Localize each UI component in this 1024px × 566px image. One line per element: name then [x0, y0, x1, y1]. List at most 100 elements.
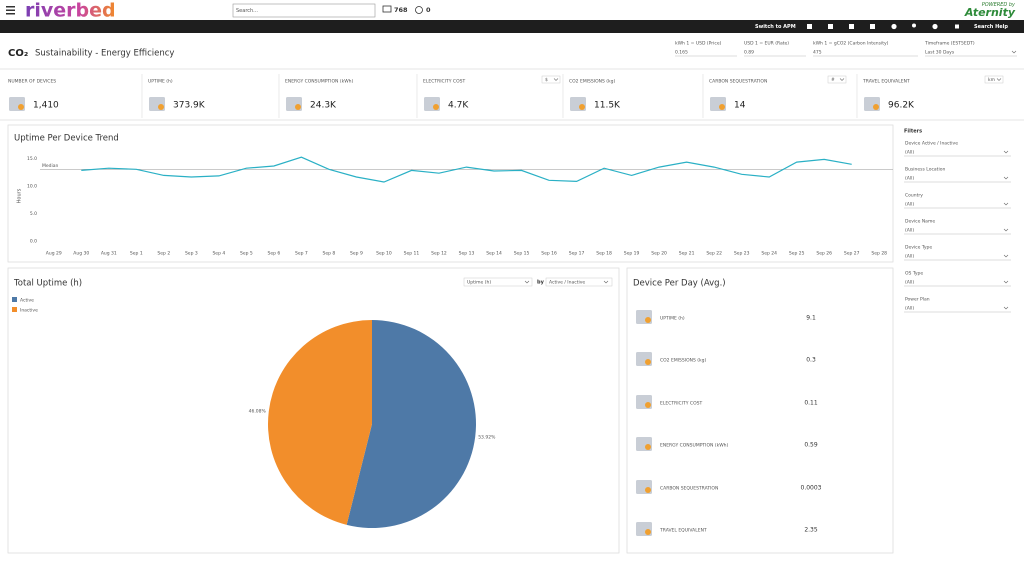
- switch-button[interactable]: Switch to APM: [755, 24, 796, 30]
- kpi-icon-accent: [158, 104, 164, 110]
- filter-value[interactable]: (All): [905, 306, 914, 312]
- legend-swatch: [12, 297, 17, 302]
- chevron[interactable]: [603, 280, 609, 284]
- chevron[interactable]: [1003, 306, 1009, 310]
- row-value: 0.11: [804, 400, 818, 407]
- pie-slice: [267, 320, 372, 525]
- measure-value[interactable]: Uptime (h): [467, 280, 491, 286]
- row-icon-accent: [645, 317, 651, 323]
- x-tick-label: Sep 6: [267, 251, 280, 257]
- parameter-value[interactable]: 475: [813, 50, 822, 56]
- measure-dropdown[interactable]: [463, 277, 533, 287]
- dimension-dropdown[interactable]: [545, 277, 613, 287]
- x-tick-label: Sep 9: [350, 251, 363, 257]
- x-tick-label: Sep 27: [844, 251, 860, 257]
- x-tick-label: Sep 11: [404, 251, 420, 257]
- unit-value[interactable]: #: [831, 77, 835, 83]
- kpi-label: NUMBER OF DEVICES: [8, 79, 56, 85]
- row-value: 0.0003: [801, 485, 822, 492]
- x-tick-label: Sep 20: [651, 251, 667, 257]
- kpi-label: TRAVEL EQUIVALENT: [862, 79, 910, 85]
- filter-value[interactable]: (All): [905, 254, 914, 260]
- unit-dropdown[interactable]: [827, 75, 847, 84]
- chevron[interactable]: [1003, 202, 1009, 206]
- toolbar-icons[interactable]: [807, 23, 959, 30]
- chevron[interactable]: [1003, 280, 1009, 284]
- chevron[interactable]: [1011, 50, 1017, 54]
- parameter-label: Timeframe (EST5EDT): [924, 41, 975, 47]
- parameter-label: kWh 1 = gCO2 (Carbon Intensity): [813, 41, 889, 47]
- kpi-icon-accent: [295, 104, 301, 110]
- x-tick-label: Sep 25: [789, 251, 805, 257]
- trend-panel: [7, 124, 894, 263]
- kpi-value: 4.7K: [448, 101, 469, 111]
- unit-value[interactable]: $: [545, 77, 548, 83]
- x-tick-label: Sep 19: [624, 251, 640, 257]
- search-box[interactable]: [232, 3, 376, 18]
- search-help[interactable]: Search Help: [974, 24, 1008, 30]
- parameter-label: USD 1 = EUR (Rate): [744, 41, 789, 47]
- chevron[interactable]: [1003, 254, 1009, 258]
- kpi-value: 373.9K: [173, 101, 206, 111]
- x-tick-label: Sep 26: [816, 251, 832, 257]
- filter-value[interactable]: (All): [905, 280, 914, 286]
- parameter-value[interactable]: 0.165: [675, 50, 688, 56]
- filter-value[interactable]: (All): [905, 150, 914, 156]
- dimension-value[interactable]: Active / Inactive: [549, 280, 585, 286]
- chevron[interactable]: [1003, 150, 1009, 154]
- filter-label: Business Location: [905, 167, 945, 173]
- chevron[interactable]: [1003, 176, 1009, 180]
- x-tick-label: Sep 18: [596, 251, 612, 257]
- x-tick-label: Sep 16: [541, 251, 557, 257]
- row-label: TRAVEL EQUIVALENT: [659, 528, 707, 534]
- filters-title: Filters: [904, 129, 922, 135]
- chart-title: Uptime Per Device Trend: [14, 134, 119, 144]
- chevron[interactable]: [553, 78, 559, 81]
- unit-dropdown[interactable]: [984, 75, 1004, 84]
- unit-dropdown[interactable]: [541, 75, 561, 84]
- x-tick-label: Sep 3: [185, 251, 198, 257]
- filter-value[interactable]: (All): [905, 202, 914, 208]
- device-per-day-panel: [626, 267, 894, 554]
- co2-icon: CO₂: [8, 48, 28, 59]
- x-tick-label: Sep 2: [157, 251, 170, 257]
- x-tick-label: Sep 12: [431, 251, 447, 257]
- x-tick-label: Sep 5: [240, 251, 253, 257]
- row-value: 0.59: [804, 442, 818, 449]
- x-tick-label: Sep 13: [459, 251, 475, 257]
- row-label: CARBON SEQUESTRATION: [660, 486, 718, 492]
- chevron[interactable]: [524, 280, 530, 284]
- kpi-icon-accent: [579, 104, 585, 110]
- x-tick-label: Sep 7: [295, 251, 308, 257]
- filter-value[interactable]: (All): [905, 228, 914, 234]
- row-label: ENERGY CONSUMPTION (kWh): [660, 443, 728, 449]
- x-tick-label: Sep 1: [130, 251, 143, 257]
- x-tick-label: Sep 17: [569, 251, 585, 257]
- kpi-value: 24.3K: [310, 101, 337, 111]
- monitor-icon: [382, 5, 392, 13]
- x-tick-label: Sep 10: [376, 251, 392, 257]
- filter-value[interactable]: (All): [905, 176, 914, 182]
- row-icon-accent: [645, 529, 651, 535]
- filter-label: Device Active / Inactive: [905, 141, 958, 147]
- chevron[interactable]: [1003, 228, 1009, 232]
- search-placeholder[interactable]: Search...: [236, 8, 258, 14]
- unit-value[interactable]: km: [988, 77, 995, 83]
- kpi-value: 11.5K: [594, 101, 621, 111]
- chart-title: Total Uptime (h): [13, 279, 82, 289]
- chevron[interactable]: [839, 78, 845, 81]
- page-title: Sustainability - Energy Efficiency: [35, 49, 174, 59]
- parameter-value[interactable]: 0.89: [744, 50, 754, 56]
- row-label: CO2 EMISSIONS (kg): [660, 358, 706, 364]
- toolbar: [0, 20, 1024, 33]
- chevron[interactable]: [996, 78, 1002, 81]
- parameter-value[interactable]: Last 30 Days: [925, 50, 955, 56]
- y-tick-label: 10.0: [27, 183, 37, 189]
- median-label: Median: [42, 163, 59, 169]
- by-label: by: [537, 280, 545, 286]
- row-value: 2.35: [804, 527, 818, 534]
- panel-title: Device Per Day (Avg.): [633, 279, 726, 289]
- menu-icon[interactable]: [6, 6, 15, 15]
- kpi-value: 96.2K: [888, 101, 915, 111]
- filter-label: Power Plan: [905, 297, 930, 303]
